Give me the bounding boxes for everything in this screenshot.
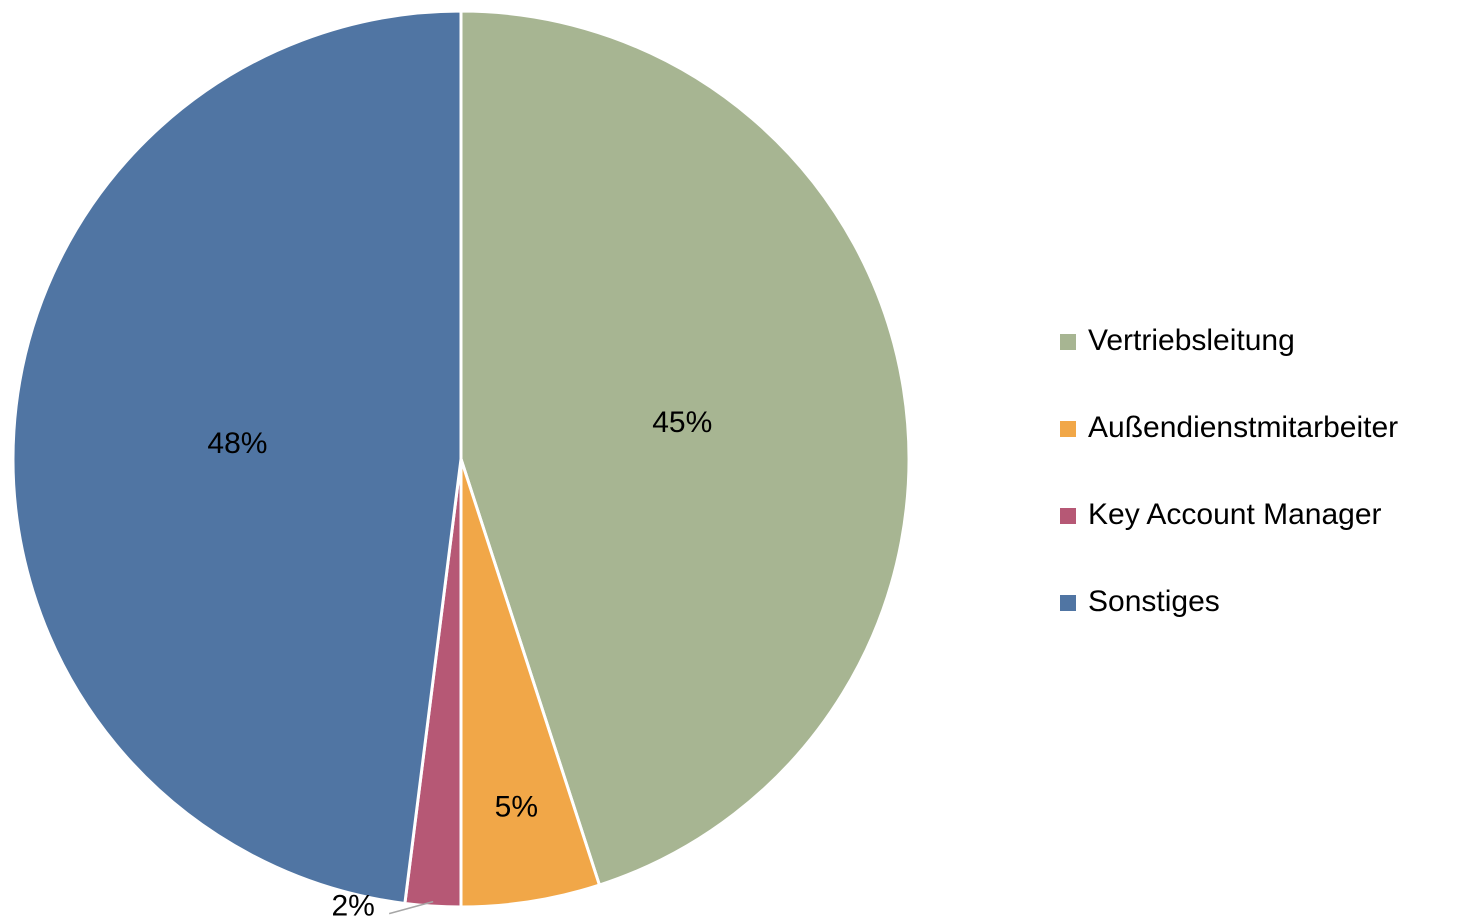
- legend-swatch: [1060, 508, 1076, 524]
- pie-slice: [11, 9, 463, 906]
- pie-slice: [459, 9, 911, 887]
- data-label: 2%: [331, 890, 374, 920]
- leader-line: [388, 900, 434, 915]
- data-label: 45%: [652, 406, 712, 439]
- data-label: 48%: [207, 427, 267, 460]
- legend-label: Sonstiges: [1088, 585, 1220, 618]
- legend-swatch: [1060, 595, 1076, 611]
- data-label: 5%: [495, 790, 538, 823]
- legend-label: Key Account Manager: [1088, 498, 1382, 531]
- legend-label: Vertriebsleitung: [1088, 324, 1295, 357]
- legend-label: Außendienstmitarbeiter: [1088, 411, 1398, 444]
- legend-swatch: [1060, 421, 1076, 437]
- legend-swatch: [1060, 334, 1076, 350]
